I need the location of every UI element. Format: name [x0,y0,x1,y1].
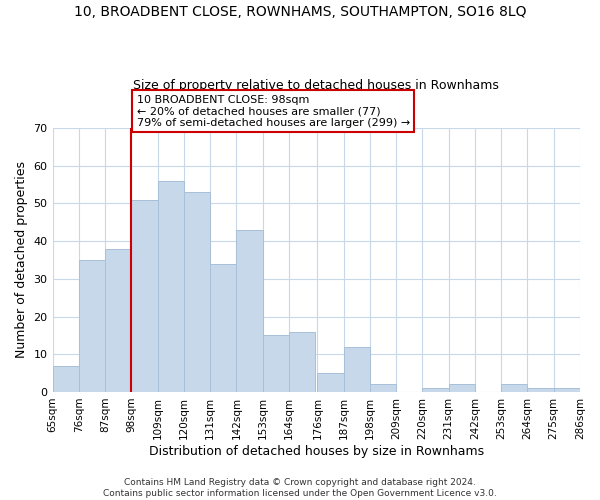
Bar [53,366,79,392]
Bar [501,384,527,392]
Bar [527,388,554,392]
Bar [79,260,105,392]
Bar [449,384,475,392]
Y-axis label: Number of detached properties: Number of detached properties [15,162,28,358]
Bar [289,332,315,392]
Bar [184,192,210,392]
X-axis label: Distribution of detached houses by size in Rownhams: Distribution of detached houses by size … [149,444,484,458]
Text: 10 BROADBENT CLOSE: 98sqm
← 20% of detached houses are smaller (77)
79% of semi-: 10 BROADBENT CLOSE: 98sqm ← 20% of detac… [137,94,410,128]
Bar [554,388,580,392]
Text: 10, BROADBENT CLOSE, ROWNHAMS, SOUTHAMPTON, SO16 8LQ: 10, BROADBENT CLOSE, ROWNHAMS, SOUTHAMPT… [74,5,526,19]
Title: Size of property relative to detached houses in Rownhams: Size of property relative to detached ho… [133,79,499,92]
Bar [131,200,158,392]
Bar [105,248,131,392]
Bar [317,373,344,392]
Bar [422,388,449,392]
Text: Contains HM Land Registry data © Crown copyright and database right 2024.
Contai: Contains HM Land Registry data © Crown c… [103,478,497,498]
Bar [210,264,236,392]
Bar [263,336,289,392]
Bar [344,346,370,392]
Bar [236,230,263,392]
Bar [370,384,396,392]
Bar [158,180,184,392]
